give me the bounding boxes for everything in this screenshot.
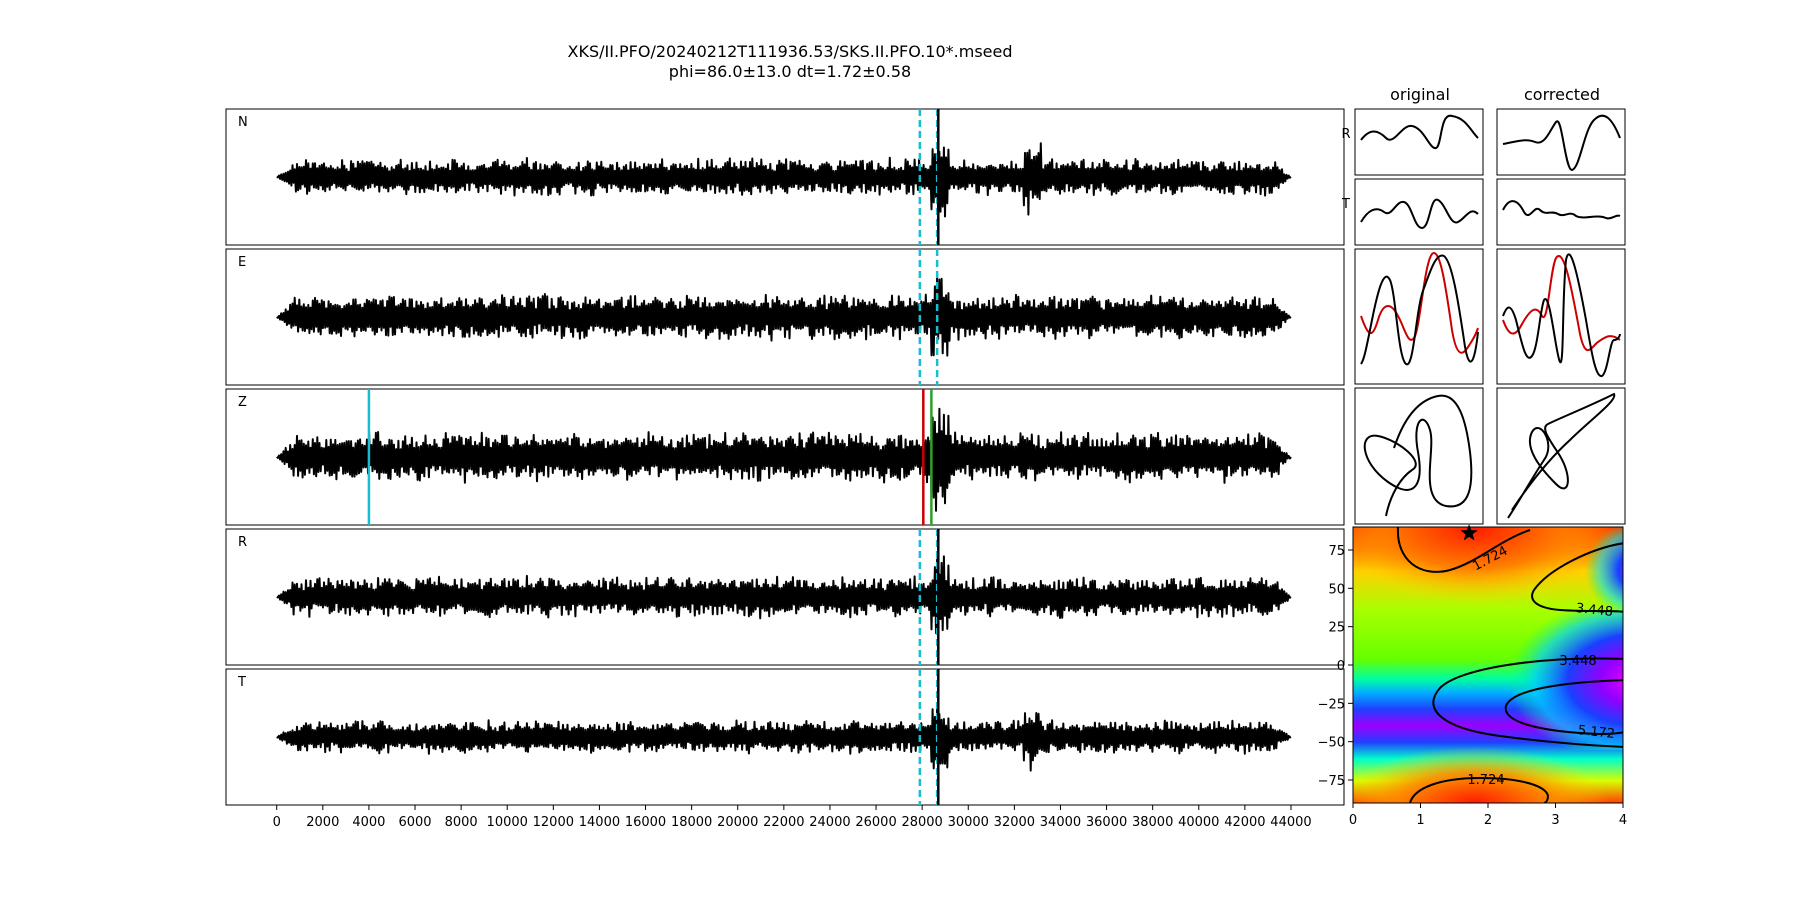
hm-y-tick-label: 75 [1328, 544, 1345, 559]
row-label-r: R [1341, 127, 1350, 142]
x-tick-label: 0 [273, 815, 281, 830]
panel-frame [225, 108, 1345, 246]
trace-r [276, 555, 1292, 635]
x-tick-label: 20000 [717, 815, 758, 830]
hm-y-tick-label: 25 [1328, 621, 1345, 636]
x-tick-label: 22000 [763, 815, 804, 830]
waveform-panel-n: N [225, 108, 1345, 246]
x-tick-label: 40000 [1178, 815, 1219, 830]
panel-corrected-pm [1496, 387, 1626, 525]
trace-original-t [1360, 198, 1479, 230]
x-tick-label: 4000 [352, 815, 385, 830]
contour-3448-lower [1432, 657, 1623, 748]
x-tick-label: 36000 [1086, 815, 1127, 830]
trace-corrected-t [1502, 200, 1621, 220]
contour-1724-top [1396, 527, 1531, 573]
trace-original-r [1360, 114, 1479, 149]
panel-label: N [238, 115, 248, 130]
contour-label: 3.448 [1559, 654, 1596, 669]
x-tick-label: 34000 [1040, 815, 1081, 830]
x-tick-label: 28000 [901, 815, 942, 830]
x-axis: 0 2000 4000 6000 8000 10000 12000 14000 16000 180… [273, 805, 1312, 830]
x-tick-label: 24000 [809, 815, 850, 830]
trace-e [276, 276, 1292, 357]
x-tick-label: 12000 [533, 815, 574, 830]
x-tick-label: 10000 [487, 815, 528, 830]
panel-corrected-t [1496, 178, 1626, 246]
contour-label: 5.172 [1577, 723, 1616, 742]
panel-original-pm [1354, 387, 1484, 525]
contour-5172 [1504, 679, 1623, 736]
trace-original-pm [1363, 394, 1473, 517]
hm-x-tick-label: 3 [1551, 813, 1559, 828]
waveform-panel-z: Z [225, 388, 1345, 526]
panel-frame [225, 668, 1345, 806]
trace-corrected-pm [1507, 392, 1616, 519]
panel-label: T [237, 675, 246, 690]
contour-1724-bottom [1409, 776, 1550, 803]
contour-label: 1.724 [1467, 773, 1504, 788]
x-tick-label: 16000 [625, 815, 666, 830]
x-tick-label: 32000 [994, 815, 1035, 830]
panel-label: R [238, 535, 247, 550]
waveform-panel-r: R [225, 528, 1345, 666]
panel-frame [225, 248, 1345, 386]
figure-title: XKS/II.PFO/20240212T111936.53/SKS.II.PFO… [568, 42, 1013, 61]
x-tick-label: 6000 [398, 815, 431, 830]
panel-original-r [1354, 108, 1484, 176]
waveform-panel-t: T [225, 668, 1345, 806]
hm-x-tick-label: 0 [1349, 813, 1357, 828]
x-tick-label: 18000 [671, 815, 712, 830]
trace-t [276, 707, 1292, 772]
error-surface: 1.724 3.448 3.448 5.172 1.724 0 1 2 3 475502… [1318, 524, 1628, 828]
panel-corrected-fs [1496, 248, 1626, 385]
hm-y-tick-label: −50 [1318, 736, 1345, 751]
hm-x-tick-label: 1 [1416, 813, 1424, 828]
x-tick-label: 8000 [445, 815, 478, 830]
particle-panels [1354, 108, 1626, 525]
hm-x-tick-label: 4 [1619, 813, 1627, 828]
panel-label: Z [238, 395, 247, 410]
trace-corrected-slow [1502, 253, 1621, 377]
x-tick-label: 26000 [855, 815, 896, 830]
panel-corrected-r [1496, 108, 1626, 176]
x-tick-label: 30000 [948, 815, 989, 830]
trace-corrected-fast [1502, 255, 1621, 351]
contour-label: 3.448 [1575, 601, 1614, 620]
hm-x-tick-label: 2 [1484, 813, 1492, 828]
panel-frame [225, 528, 1345, 666]
hm-y-tick-label: 0 [1337, 659, 1345, 674]
row-label-t: T [1341, 197, 1350, 212]
panel-frame [225, 388, 1345, 526]
contour-3448-upper [1531, 542, 1623, 613]
trace-corrected-r [1502, 114, 1621, 172]
x-tick-label: 38000 [1132, 815, 1173, 830]
waveform-panels: N E Z R T [225, 108, 1345, 806]
hm-y-tick-label: 50 [1328, 582, 1345, 597]
x-tick-label: 44000 [1270, 815, 1311, 830]
hm-y-tick-label: −75 [1318, 774, 1345, 789]
x-tick-label: 42000 [1224, 815, 1265, 830]
hm-y-tick-label: −25 [1318, 697, 1345, 712]
trace-n [276, 142, 1292, 220]
column-title-corrected: corrected [1524, 85, 1600, 104]
heatmap-axes: 0 1 2 3 4 75 50 25 0 −25 −50 −75 [1318, 544, 1628, 828]
panel-original-t [1354, 178, 1484, 246]
best-solution-star [1460, 524, 1478, 541]
figure-subtitle: phi=86.0±13.0 dt=1.72±0.58 [669, 62, 911, 81]
column-title-original: original [1390, 85, 1450, 104]
panel-original-fs [1354, 248, 1484, 385]
x-tick-label: 14000 [579, 815, 620, 830]
panel-label: E [238, 255, 246, 270]
x-tick-label: 2000 [306, 815, 339, 830]
trace-original-slow [1360, 254, 1479, 366]
trace-z [276, 407, 1292, 512]
waveform-panel-e: E [225, 248, 1345, 386]
